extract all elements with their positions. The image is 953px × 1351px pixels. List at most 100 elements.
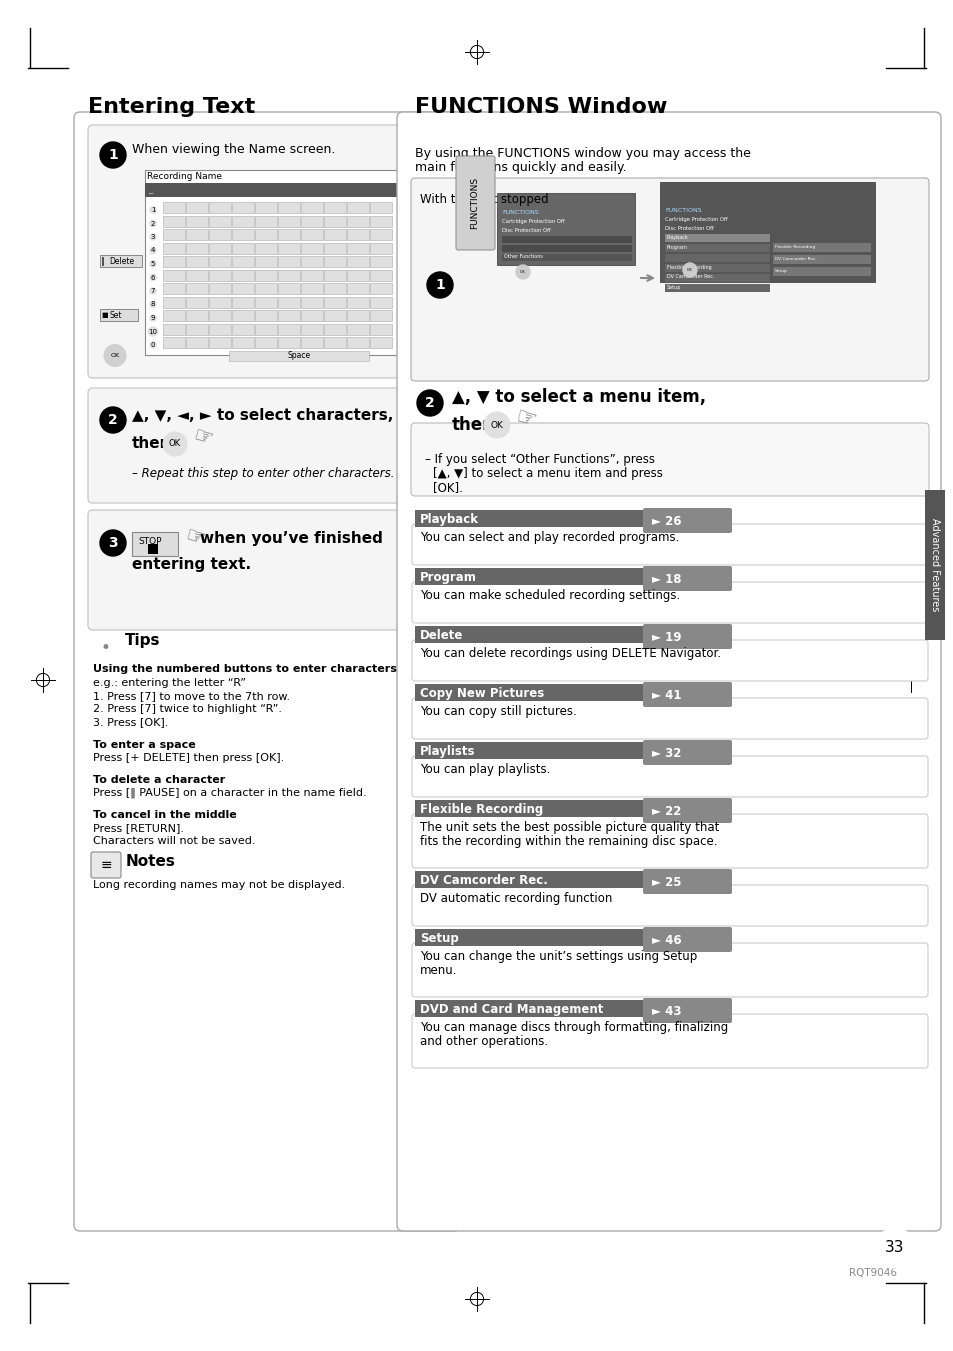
Text: Flexible Recording: Flexible Recording [774,245,815,249]
Text: ► 25: ► 25 [651,875,680,889]
Text: Press [‖ PAUSE] on a character in the name field.: Press [‖ PAUSE] on a character in the na… [92,788,366,798]
Circle shape [163,432,187,457]
Text: You can change the unit’s settings using Setup: You can change the unit’s settings using… [419,950,697,963]
Bar [277,323,299,335]
Bar [324,230,346,240]
Text: entering text.: entering text. [132,558,251,573]
Text: when you’ve finished: when you’ve finished [200,531,382,546]
Bar [924,490,944,640]
Bar [254,203,276,213]
Bar [301,269,323,281]
Bar [501,236,631,243]
FancyBboxPatch shape [88,509,448,630]
Bar [415,871,644,888]
FancyBboxPatch shape [642,740,731,765]
Bar [415,567,644,585]
Bar [370,309,392,322]
Text: 9: 9 [151,315,155,322]
Bar [324,255,346,267]
Text: Disc Protection Off: Disc Protection Off [664,227,713,231]
Text: – Repeat this step to enter other characters.: – Repeat this step to enter other charac… [132,466,395,480]
Bar [186,323,208,335]
Bar [301,230,323,240]
Bar [347,296,369,308]
Text: Flexible Recording: Flexible Recording [666,265,711,269]
Text: Tips: Tips [125,634,160,648]
Bar [186,309,208,322]
Bar [347,309,369,322]
Text: To delete a character: To delete a character [92,775,225,785]
Text: Program: Program [419,571,476,584]
Bar [277,216,299,227]
Text: You can play playlists.: You can play playlists. [419,763,550,775]
Text: then: then [132,436,172,451]
Text: 2: 2 [425,396,435,409]
Bar [324,323,346,335]
Circle shape [483,412,510,438]
Text: Entering Text: Entering Text [88,97,255,118]
Bar [301,282,323,295]
Text: Setup: Setup [774,269,787,273]
Text: Playlists: Playlists [419,744,475,758]
Bar [277,269,299,281]
Circle shape [516,265,530,280]
Bar [186,255,208,267]
Bar [232,216,253,227]
Bar [301,216,323,227]
Bar [347,242,369,254]
Bar [163,282,185,295]
Bar [229,350,369,361]
Bar [163,255,185,267]
Bar [664,274,769,282]
Bar [254,216,276,227]
Text: FUNCTIONS Window: FUNCTIONS Window [415,97,667,118]
Text: Using the numbered buttons to enter characters: Using the numbered buttons to enter char… [92,663,396,674]
FancyBboxPatch shape [412,943,927,997]
Bar [324,216,346,227]
Text: Setup: Setup [419,932,458,944]
FancyBboxPatch shape [412,698,927,739]
Bar [347,269,369,281]
Text: 7: 7 [151,288,155,295]
Bar [664,254,769,262]
Text: Set: Set [109,311,121,319]
FancyBboxPatch shape [412,524,927,565]
Circle shape [416,390,442,416]
Bar [163,203,185,213]
Text: ☞: ☞ [182,526,206,550]
Bar [664,245,769,253]
Circle shape [874,1228,914,1269]
Text: ► 46: ► 46 [651,934,680,947]
Text: DV Camcorder Rec.: DV Camcorder Rec. [774,257,816,261]
Bar [415,1000,644,1017]
Bar [163,296,185,308]
Bar [186,336,208,349]
Bar [209,242,231,254]
Bar [370,296,392,308]
Bar [209,269,231,281]
Bar [254,309,276,322]
Circle shape [100,142,126,168]
Text: ▲, ▼, ◄, ► to select characters,: ▲, ▼, ◄, ► to select characters, [132,408,393,423]
FancyBboxPatch shape [412,757,927,797]
Bar [254,282,276,295]
Bar [163,309,185,322]
FancyBboxPatch shape [412,582,927,623]
Bar [186,230,208,240]
Bar [301,296,323,308]
Circle shape [104,345,126,366]
Bar [277,309,299,322]
Bar [254,296,276,308]
Text: e.g.: entering the letter “R”: e.g.: entering the letter “R” [92,678,246,688]
FancyBboxPatch shape [642,869,731,894]
FancyBboxPatch shape [88,388,448,503]
Text: 0: 0 [151,342,155,349]
Bar [347,203,369,213]
Bar [163,269,185,281]
Bar [163,323,185,335]
Bar [324,282,346,295]
Text: 3. Press [OK].: 3. Press [OK]. [92,717,168,727]
Bar [254,230,276,240]
Bar [277,282,299,295]
Text: When viewing the Name screen.: When viewing the Name screen. [132,143,335,157]
